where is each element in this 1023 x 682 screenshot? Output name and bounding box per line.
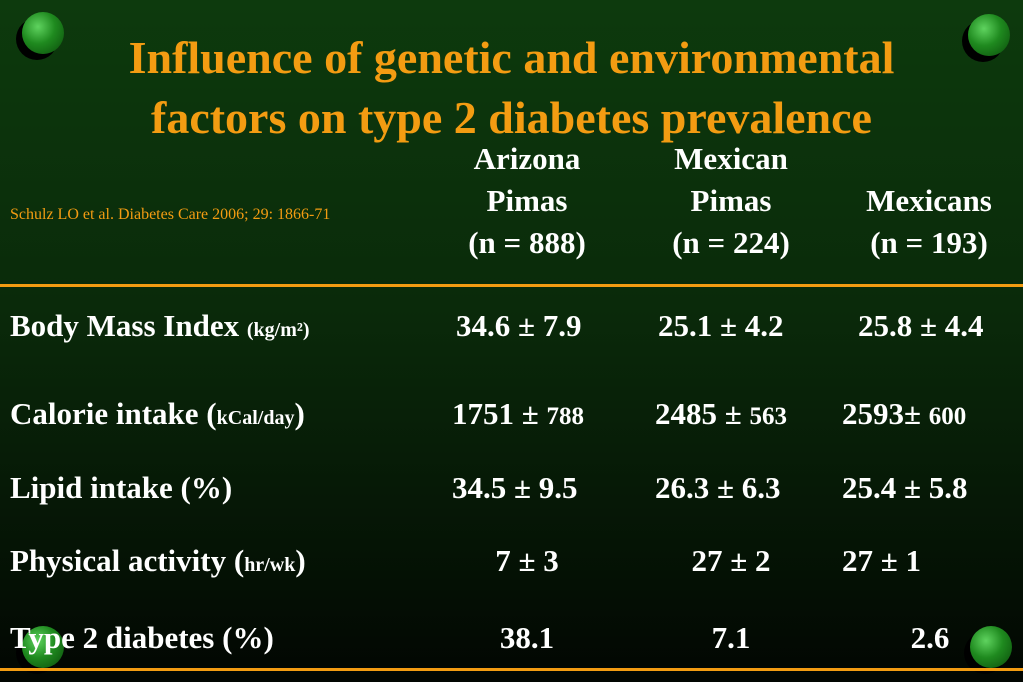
row-label-unit: kCal/day xyxy=(216,407,295,429)
slide-title: Influence of genetic and environmental f… xyxy=(0,28,1023,148)
table-cell: 7.1 xyxy=(631,620,831,656)
row-label-paren: ) xyxy=(294,396,305,431)
table-cell: 1751 ± 788 xyxy=(452,396,584,432)
table-cell: 34.5 ± 9.5 xyxy=(452,470,578,506)
cell-value: 25.4 ± 5.8 xyxy=(842,470,968,505)
column-header-line: Mexicans xyxy=(866,183,992,218)
cell-value: 38.1 xyxy=(499,620,555,655)
cell-value-small: 600 xyxy=(928,403,967,430)
cell-value: 2593± xyxy=(842,396,929,431)
cell-value: 26.3 ± 6.3 xyxy=(655,470,781,505)
row-label-text: Physical activity ( xyxy=(10,543,245,578)
row-label: Physical activity (hr/wk) xyxy=(10,543,306,579)
row-label-unit: (kg/m²) xyxy=(246,319,310,341)
table-cell: 27 ± 2 xyxy=(631,543,831,579)
row-label-text: Calorie intake ( xyxy=(10,396,217,431)
green-ball-icon xyxy=(970,626,1012,668)
column-header-line: (n = 193) xyxy=(870,225,988,260)
cell-value: 34.5 ± 9.5 xyxy=(452,470,578,505)
cell-value: 1751 ± xyxy=(452,396,547,431)
table-cell: 2.6 xyxy=(830,620,1023,656)
title-line-2: factors on type 2 diabetes prevalence xyxy=(151,92,872,143)
row-label-text: Type 2 diabetes (%) xyxy=(10,620,274,655)
column-header-line: (n = 224) xyxy=(672,225,790,260)
row-label-text: Body Mass Index xyxy=(10,308,247,343)
green-ball-icon xyxy=(22,12,64,54)
cell-value-small: 788 xyxy=(546,403,585,430)
table-cell: 7 ± 3 xyxy=(427,543,627,579)
row-label: Lipid intake (%) xyxy=(10,470,232,506)
cell-value: 27 ± 1 xyxy=(842,543,922,578)
header-divider xyxy=(0,284,1023,287)
table-cell: 25.8 ± 4.4 xyxy=(858,308,984,344)
table-cell: 2593± 600 xyxy=(842,396,966,432)
column-header-arizona-pimas: Arizona Pimas (n = 888) xyxy=(422,138,632,264)
table-cell: 27 ± 1 xyxy=(842,543,921,579)
cell-value: 25.1 ± 4.2 xyxy=(658,308,784,343)
row-label: Type 2 diabetes (%) xyxy=(10,620,274,656)
table-cell: 34.6 ± 7.9 xyxy=(456,308,582,344)
table-cell: 26.3 ± 6.3 xyxy=(655,470,781,506)
column-header-mexicans: Mexicans (n = 193) xyxy=(824,138,1023,264)
table-cell: 38.1 xyxy=(427,620,627,656)
cell-value: 25.8 ± 4.4 xyxy=(858,308,984,343)
cell-value: 7.1 xyxy=(711,620,751,655)
cell-value: 34.6 ± 7.9 xyxy=(456,308,582,343)
green-ball-icon xyxy=(22,626,64,668)
title-line-1: Influence of genetic and environmental xyxy=(128,32,895,83)
column-header-line: Mexican xyxy=(674,141,788,176)
row-label-text: Lipid intake (%) xyxy=(10,470,233,505)
row-label: Calorie intake (kCal/day) xyxy=(10,396,305,432)
cell-value: 27 ± 2 xyxy=(691,543,771,578)
cell-value: 2.6 xyxy=(910,620,950,655)
bottom-divider xyxy=(0,668,1023,671)
cell-value-small: 563 xyxy=(749,403,788,430)
green-ball-icon xyxy=(968,14,1010,56)
table-cell: 25.1 ± 4.2 xyxy=(658,308,784,344)
cell-value: 2485 ± xyxy=(655,396,750,431)
row-label-paren: ) xyxy=(295,543,306,578)
column-header-line xyxy=(824,138,1023,180)
column-header-mexican-pimas: Mexican Pimas (n = 224) xyxy=(626,138,836,264)
column-header-line: (n = 888) xyxy=(468,225,586,260)
column-header-line: Arizona xyxy=(473,141,581,176)
row-label: Body Mass Index (kg/m²) xyxy=(10,308,310,344)
row-label-unit: hr/wk xyxy=(244,554,296,576)
cell-value: 7 ± 3 xyxy=(495,543,559,578)
table-cell: 25.4 ± 5.8 xyxy=(842,470,968,506)
column-header-line: Pimas xyxy=(486,183,568,218)
table-cell: 2485 ± 563 xyxy=(655,396,787,432)
citation: Schulz LO et al. Diabetes Care 2006; 29:… xyxy=(10,206,331,223)
column-header-line: Pimas xyxy=(690,183,772,218)
